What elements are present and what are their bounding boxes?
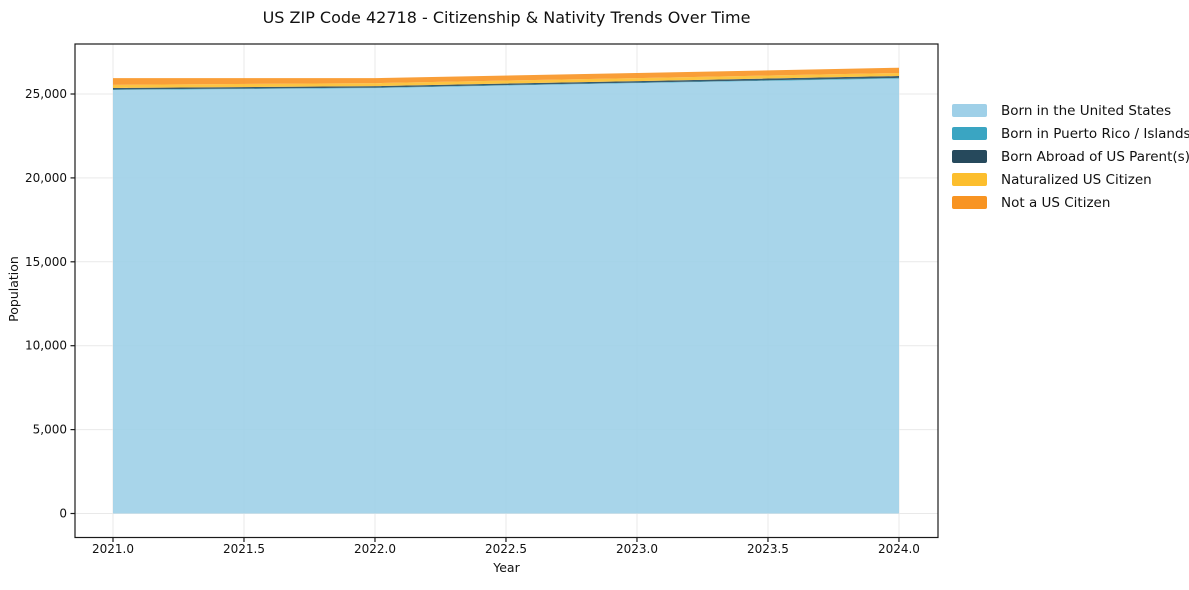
chart-title: US ZIP Code 42718 - Citizenship & Nativi… bbox=[262, 8, 751, 27]
y-tick-label: 20,000 bbox=[25, 171, 67, 185]
area-series bbox=[113, 67, 899, 85]
x-tick-label: 2021.0 bbox=[92, 542, 134, 556]
legend-item: Born in the United States bbox=[952, 102, 1189, 119]
legend-swatch bbox=[952, 173, 987, 186]
legend-item: Born in Puerto Rico / Islands bbox=[952, 125, 1189, 142]
legend-item: Born Abroad of US Parent(s) bbox=[952, 148, 1189, 165]
area-series bbox=[113, 73, 899, 88]
x-axis-label: Year bbox=[493, 560, 520, 575]
legend-item: Not a US Citizen bbox=[952, 194, 1189, 211]
legend-label: Born Abroad of US Parent(s) bbox=[1001, 148, 1189, 165]
y-tick-label: 25,000 bbox=[25, 87, 67, 101]
x-tick-label: 2023.5 bbox=[747, 542, 789, 556]
legend: Born in the United States Born in Puerto … bbox=[952, 102, 1189, 211]
legend-label: Naturalized US Citizen bbox=[1001, 171, 1152, 188]
legend-label: Born in the United States bbox=[1001, 102, 1172, 119]
legend-swatch bbox=[952, 104, 987, 117]
y-tick-label: 10,000 bbox=[25, 339, 67, 353]
x-tick-label: 2024.0 bbox=[878, 542, 920, 556]
x-tick-label: 2023.0 bbox=[616, 542, 658, 556]
x-tick-label: 2022.0 bbox=[354, 542, 396, 556]
legend-label: Born in Puerto Rico / Islands bbox=[1001, 125, 1189, 142]
legend-swatch bbox=[952, 127, 987, 140]
legend-swatch bbox=[952, 150, 987, 163]
x-tick-label: 2021.5 bbox=[223, 542, 265, 556]
y-tick-label: 5,000 bbox=[33, 423, 67, 437]
legend-swatch bbox=[952, 196, 987, 209]
x-tick-label: 2022.5 bbox=[485, 542, 527, 556]
legend-label: Not a US Citizen bbox=[1001, 194, 1111, 211]
area-series bbox=[113, 76, 899, 90]
y-tick-label: 0 bbox=[59, 507, 67, 521]
legend-item: Naturalized US Citizen bbox=[952, 171, 1189, 188]
y-tick-label: 15,000 bbox=[25, 255, 67, 269]
area-series bbox=[113, 78, 899, 514]
